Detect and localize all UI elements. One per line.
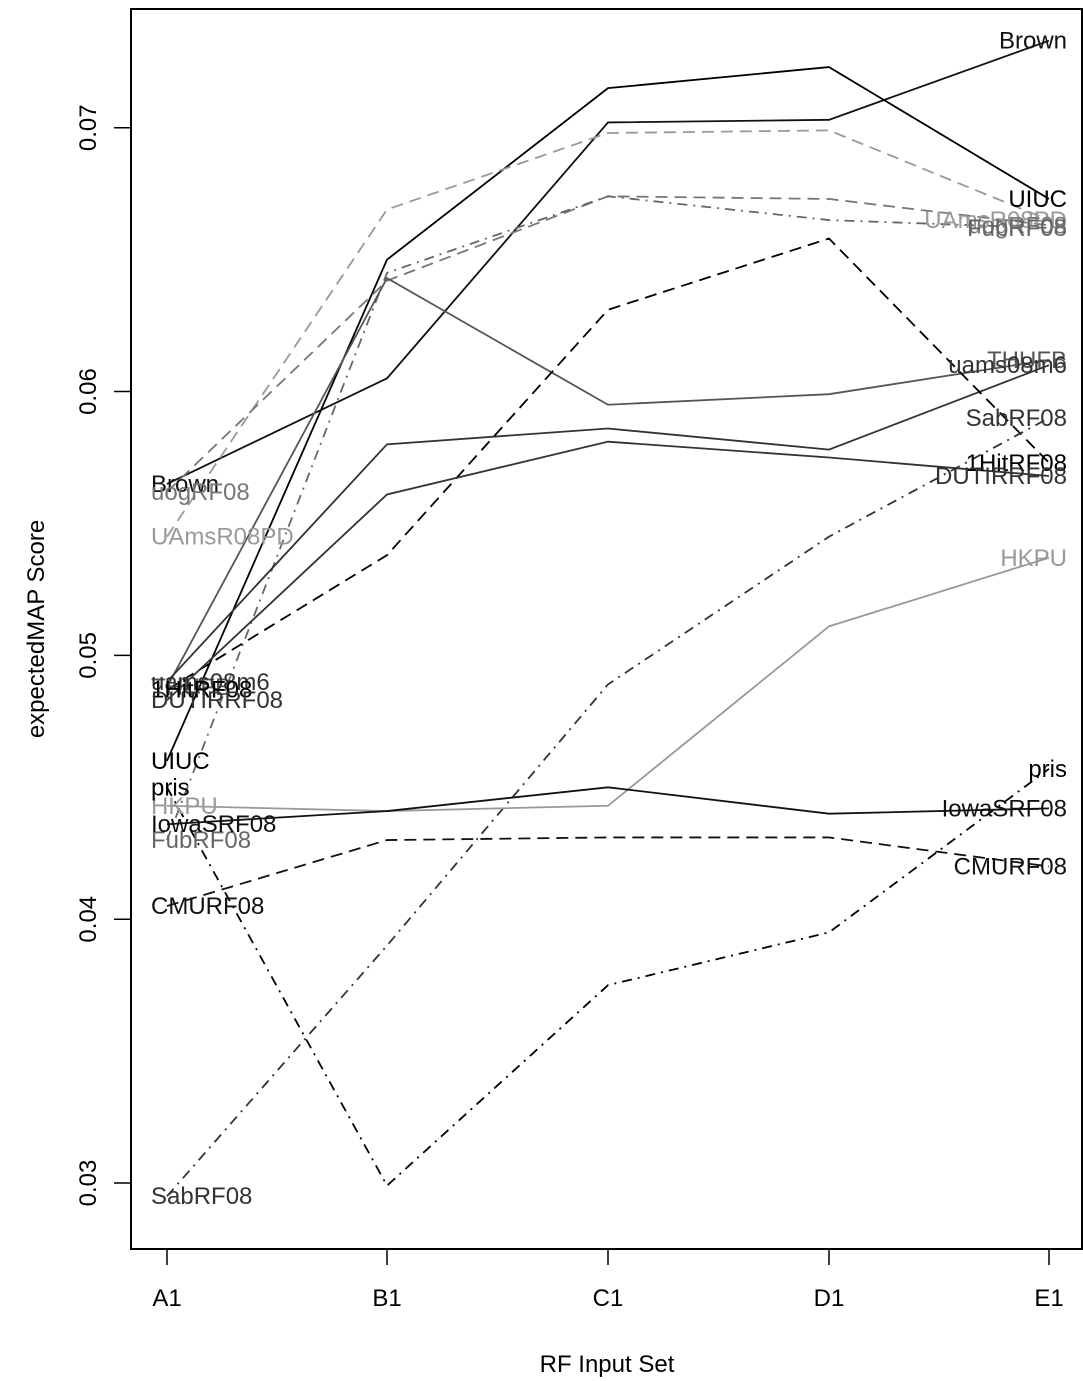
series-label-left-dutirrf08: DUTIRRF08 (151, 687, 283, 714)
series-label-right-uams08m6: uams08m6 (948, 352, 1067, 379)
series-line-dutirrf08 (166, 440, 1050, 701)
series-label-right-thufb: THUFB (987, 347, 1067, 374)
series-label-left-cmurf08: CMURF08 (151, 893, 264, 920)
y-tick-label: 0.06 (75, 368, 102, 415)
x-tick-label: B1 (372, 1285, 401, 1312)
series-label-left-hkpu: HKPU (151, 793, 218, 820)
series-label-right-1hitrf08: 1HitRF08 (966, 450, 1067, 477)
x-tick-label: A1 (152, 1285, 181, 1312)
series-label-right-fubrf08: FubRF08 (967, 215, 1067, 242)
series-label-left-uiuc: UIUC (151, 748, 210, 775)
series-label-right-hkpu: HKPU (1000, 545, 1067, 572)
series-line-fubrf08 (166, 195, 1050, 841)
y-axis: 0.03 0.04 0.05 0.06 0.07 (75, 104, 132, 1207)
series-label-left-brown: Brown (151, 471, 219, 498)
series-line-sabrf08 (166, 417, 1050, 1197)
series-line-uiuc (166, 66, 1050, 762)
series-line-brown (166, 39, 1050, 485)
series-label-left-iowasrf08: IowaSRF08 (151, 811, 276, 838)
y-tick-label: 0.03 (75, 1160, 102, 1207)
series-label-right-uamsr08pd: UAmsR08PD (924, 207, 1067, 234)
series-line-uams08m6 (166, 364, 1050, 683)
series-label-right-iowasrf08: IowaSRF08 (942, 795, 1067, 822)
y-tick-label: 0.07 (75, 104, 102, 151)
series-label-left-uogrf08: uogRF08 (151, 479, 250, 506)
series-line-uamsr08pd (166, 129, 1050, 538)
series-label-right-pris: pris (1028, 756, 1067, 783)
series-line-iowasrf08 (166, 786, 1050, 826)
x-axis: A1 B1 C1 D1 E1 (152, 1248, 1064, 1312)
series-line-1hitrf08 (166, 237, 1050, 691)
series-label-left-uams08m6: uams08m6 (151, 669, 270, 696)
series-lines (166, 39, 1050, 1197)
x-tick-label: D1 (814, 1285, 845, 1312)
y-axis-label: expectedMAP Score (23, 520, 50, 738)
series-line-pris (166, 768, 1050, 1188)
x-axis-label: RF Input Set (540, 1351, 675, 1378)
series-line-thufb (166, 276, 1050, 688)
series-label-right-uogrf08: uogRF08 (968, 212, 1067, 239)
y-tick-label: 0.05 (75, 632, 102, 679)
series-labels: BrownBrownUIUCUIUCUAmsR08PDUAmsR08PDuogR… (151, 28, 1067, 1211)
series-label-left-thufb: THUFB (151, 674, 231, 701)
series-line-cmurf08 (166, 836, 1050, 907)
series-label-left-sabrf08: SabRF08 (151, 1183, 252, 1210)
series-label-left-uamsr08pd: UAmsR08PD (151, 524, 294, 551)
series-label-right-dutirrf08: DUTIRRF08 (935, 463, 1067, 490)
series-label-left-1hitrf08: 1HitRF08 (151, 677, 252, 704)
series-line-uogrf08 (166, 195, 1050, 493)
series-label-right-uiuc: UIUC (1008, 186, 1067, 213)
x-tick-label: C1 (593, 1285, 624, 1312)
plot-frame (130, 8, 1083, 1250)
series-label-left-fubrf08: FubRF08 (151, 827, 251, 854)
series-label-left-pris: pris (151, 774, 190, 801)
series-label-right-cmurf08: CMURF08 (954, 853, 1067, 880)
series-line-hkpu (166, 556, 1050, 812)
x-tick-label: E1 (1034, 1285, 1063, 1312)
series-label-right-sabrf08: SabRF08 (966, 405, 1067, 432)
y-tick-label: 0.04 (75, 896, 102, 943)
series-label-right-brown: Brown (999, 28, 1067, 55)
